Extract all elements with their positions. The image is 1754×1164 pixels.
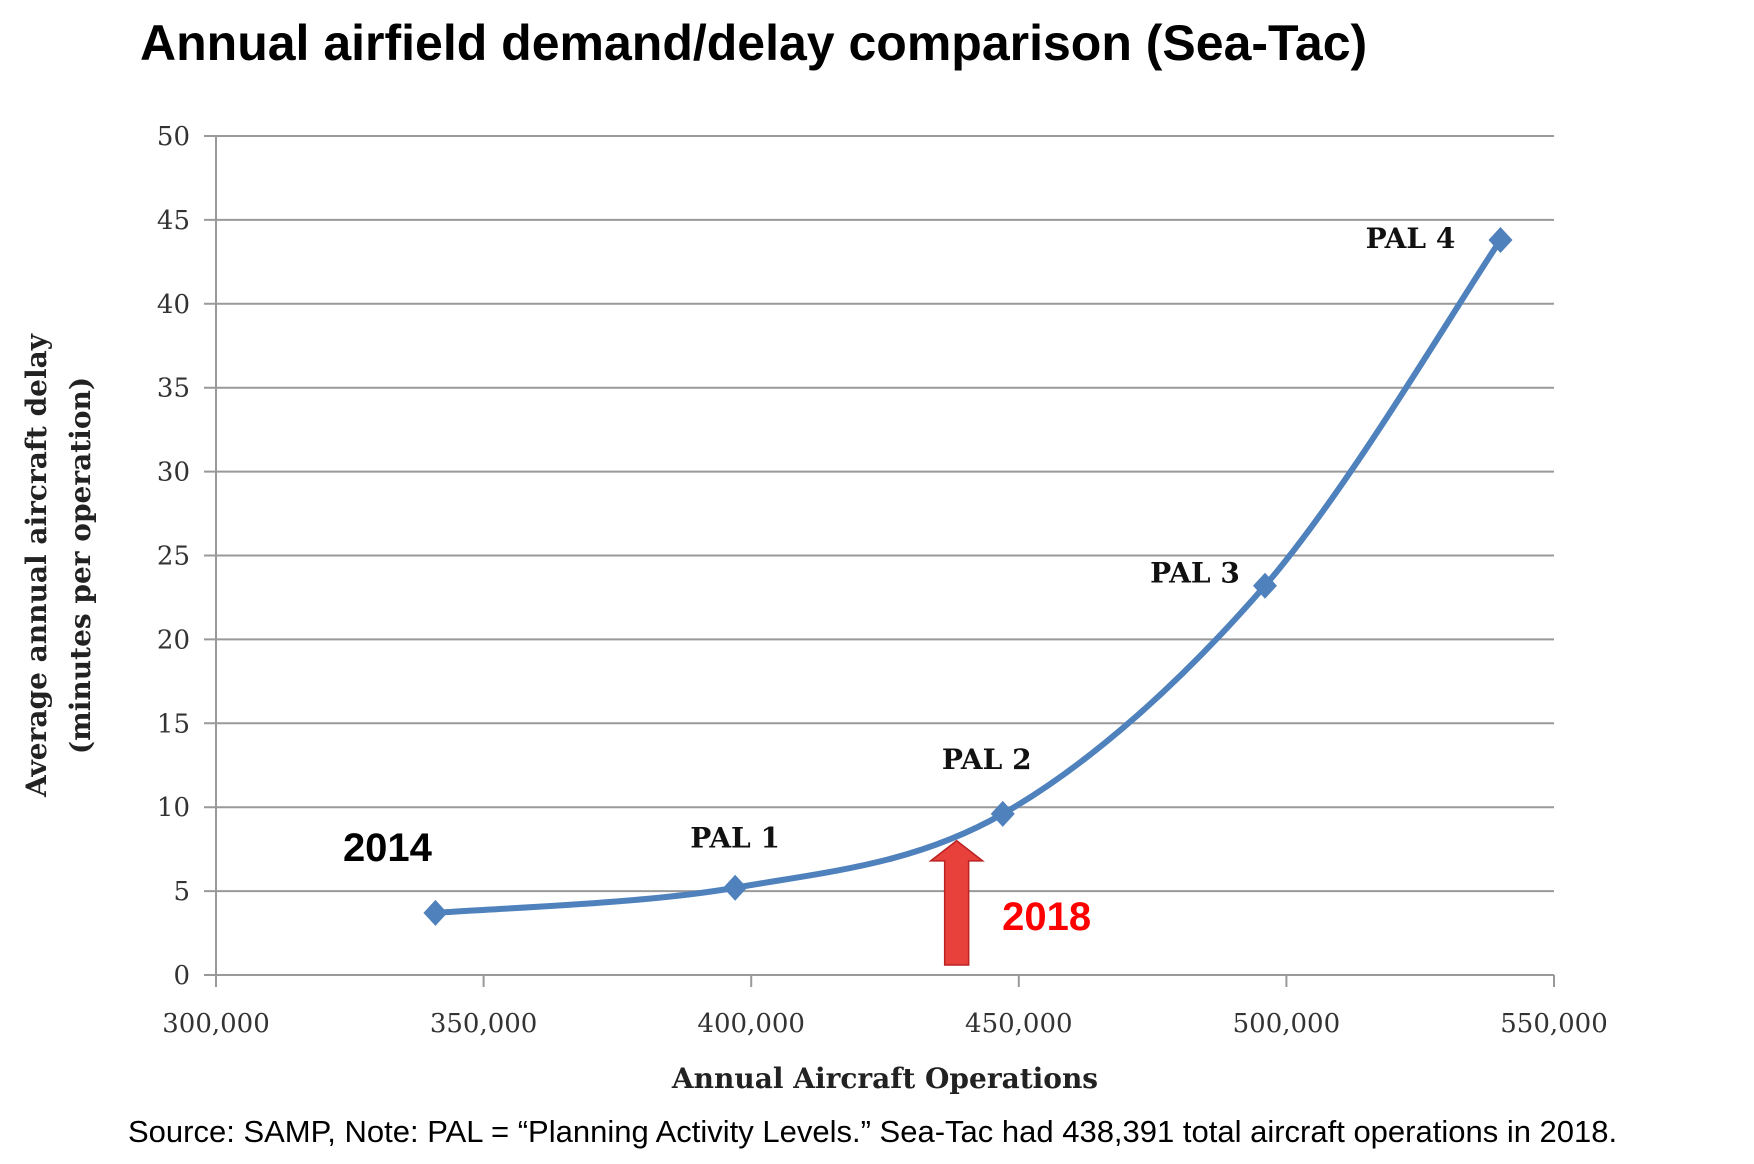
y-tick-label: 35	[157, 374, 190, 404]
annotation-2018: 2018	[1002, 895, 1091, 939]
source-note: Source: SAMP, Note: PAL = “Planning Acti…	[128, 1114, 1618, 1149]
y-tick-label: 40	[157, 290, 190, 320]
x-axis-label: Annual Aircraft Operations	[671, 1062, 1098, 1095]
x-tick-label: 450,000	[965, 1009, 1073, 1039]
x-tick-label: 550,000	[1500, 1009, 1608, 1039]
data-point-2	[990, 800, 1015, 827]
y-tick-label: 15	[157, 709, 190, 739]
x-tick-label: 400,000	[697, 1009, 805, 1039]
x-tick-label: 500,000	[1233, 1009, 1341, 1039]
point-label: PAL 3	[1150, 557, 1240, 590]
y-tick-label: 50	[157, 122, 190, 152]
y-tick-label: 20	[157, 625, 190, 655]
data-point-3	[1252, 572, 1277, 599]
y-tick-label: 10	[157, 793, 190, 823]
y-tick-label: 5	[173, 877, 190, 907]
point-label: 2014	[343, 826, 433, 870]
y-axis-label: Average annual aircraft delay	[20, 333, 53, 798]
point-label: PAL 4	[1366, 222, 1456, 255]
arrow-2018	[928, 839, 985, 966]
chart-title: Annual airfield demand/delay comparison …	[140, 15, 1368, 71]
series-line	[432, 237, 1504, 916]
x-tick-label: 350,000	[430, 1009, 538, 1039]
data-point-0	[423, 899, 448, 926]
x-tick-label: 300,000	[162, 1009, 270, 1039]
y-tick-label: 25	[157, 542, 190, 572]
y-tick-label: 30	[157, 458, 190, 488]
point-label: PAL 2	[942, 743, 1032, 776]
data-point-4	[1488, 227, 1513, 254]
y-tick-label: 0	[173, 961, 190, 991]
point-label: PAL 1	[690, 822, 780, 855]
y-tick-label: 45	[157, 206, 190, 236]
y-axis-label-2: (minutes per operation)	[64, 377, 97, 754]
data-point-1	[723, 874, 748, 901]
